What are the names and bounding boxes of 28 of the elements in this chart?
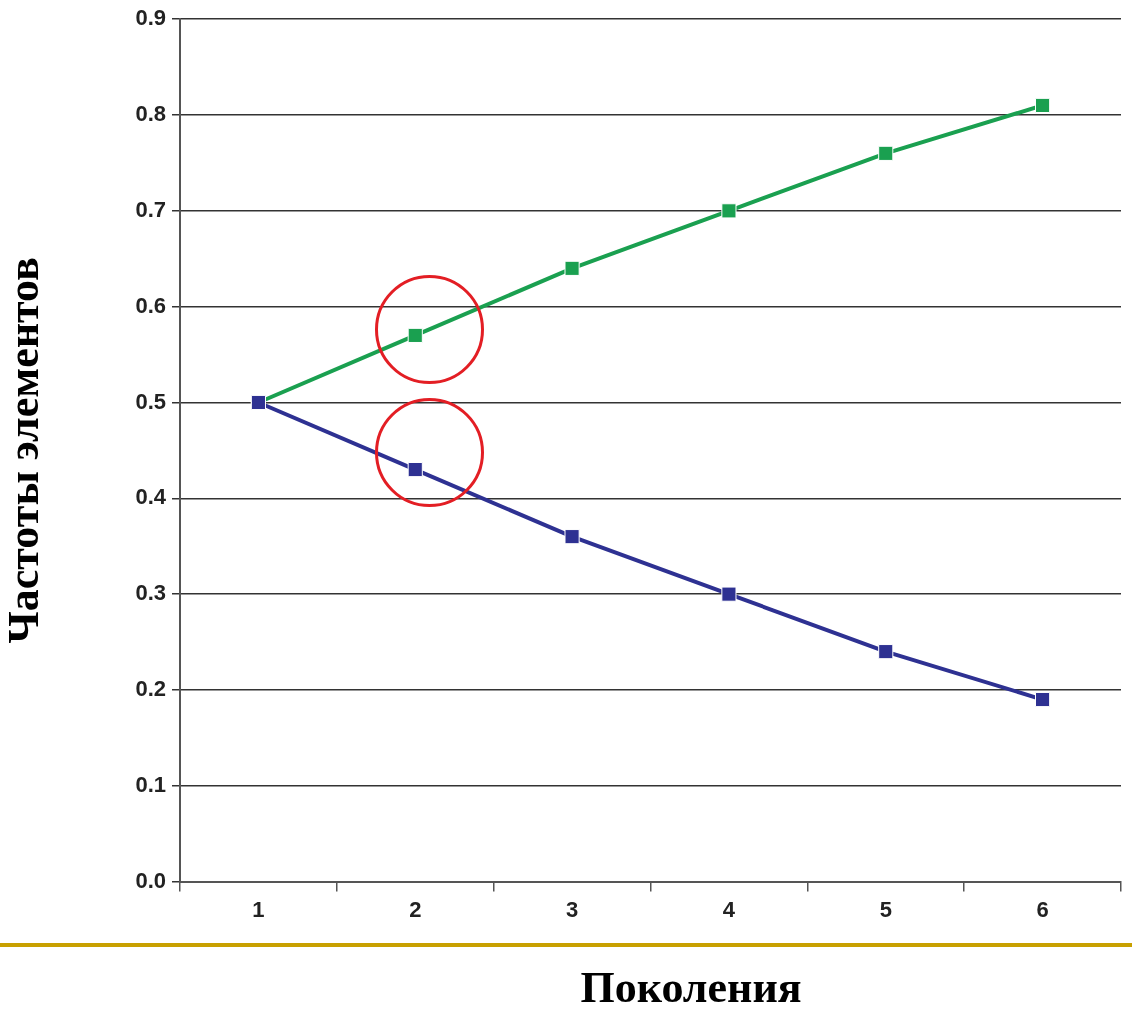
x-tick-label: 4 xyxy=(722,896,736,922)
point xyxy=(564,260,580,276)
x-tick-label: 2 xyxy=(409,896,422,922)
y-tick-label: 0.0 xyxy=(135,867,166,893)
point xyxy=(1035,97,1051,114)
y-tick-label: 0.2 xyxy=(135,676,166,702)
point xyxy=(878,644,894,660)
x-axis-title: Поколения xyxy=(579,962,803,1011)
y-tick-label: 0.7 xyxy=(135,196,166,222)
y-tick-label: 0.1 xyxy=(135,771,166,797)
y-tick-label: 0.4 xyxy=(135,484,167,510)
point xyxy=(407,327,423,343)
x-tick-label: 6 xyxy=(1036,896,1049,922)
y-tick-label: 0.6 xyxy=(135,292,166,318)
point xyxy=(564,529,580,545)
y-axis-title: Частоты элементов xyxy=(0,257,48,644)
y-tick-label: 0.8 xyxy=(135,101,166,127)
x-tick-label: 3 xyxy=(565,896,579,922)
point xyxy=(721,203,737,219)
y-tick-label: 0.9 xyxy=(135,5,166,31)
x-tick-label: 1 xyxy=(252,896,265,922)
point xyxy=(878,145,894,161)
y-tick-label: 0.5 xyxy=(135,388,166,414)
point xyxy=(407,461,423,478)
point xyxy=(1035,691,1051,708)
x-tick-label: 5 xyxy=(879,896,892,922)
point xyxy=(721,586,737,602)
y-tick-label: 0.3 xyxy=(135,580,166,606)
